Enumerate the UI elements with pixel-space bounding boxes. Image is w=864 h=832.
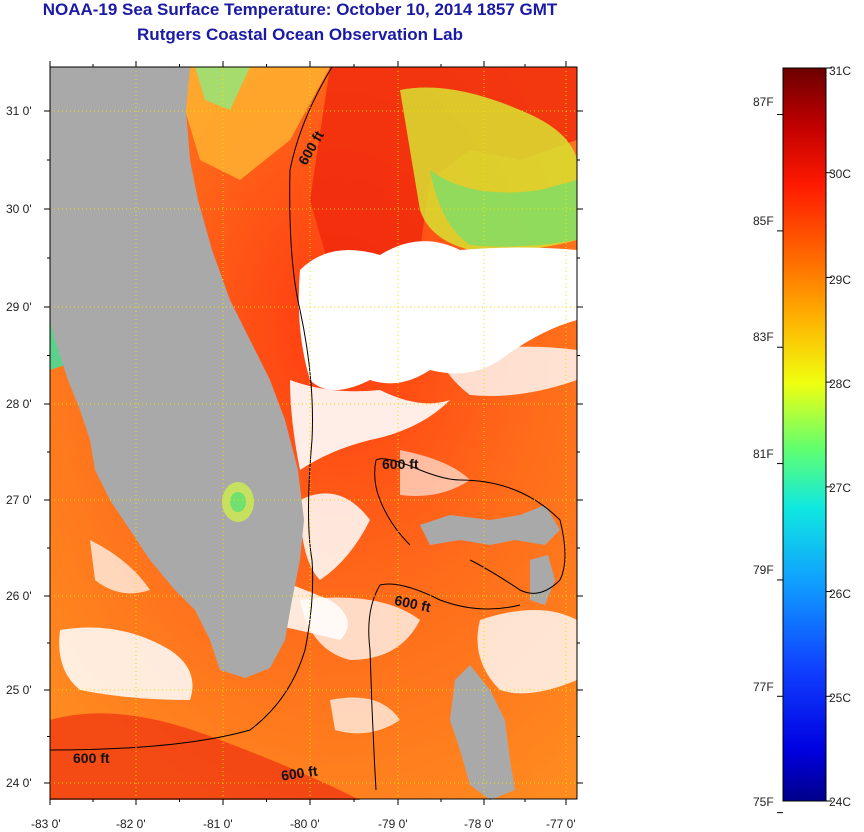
fahrenheit-label: 81F (753, 447, 774, 461)
contour-label: 600 ft (73, 750, 110, 766)
fahrenheit-label: 83F (753, 330, 774, 344)
celsius-label: 31C (829, 64, 851, 78)
isobath-contours (49, 66, 566, 791)
cool-water-patch-green (430, 170, 577, 247)
colorbar: 31C 30C 29C 28C 27C 26C 25C 24C 87F 85F … (753, 64, 851, 814)
lon-tick-label: -83 0' (31, 817, 61, 831)
lake-okeechobee-core (230, 492, 246, 512)
celsius-label: 26C (829, 587, 851, 601)
contour-label: 600 ft (393, 592, 432, 615)
lon-tick-label: -77 0' (546, 817, 576, 831)
fahrenheit-label: 75F (753, 795, 774, 809)
map-subtitle: Rutgers Coastal Ocean Observation Lab (137, 25, 463, 44)
andros-island (450, 665, 515, 800)
celsius-label: 29C (829, 273, 851, 287)
colorbar-ticks (777, 67, 832, 814)
lat-tick-label: 24 0' (6, 776, 32, 790)
lat-tick-label: 27 0' (6, 493, 32, 507)
contour-label: 600 ft (382, 456, 419, 472)
fahrenheit-label: 87F (753, 95, 774, 109)
celsius-label: 30C (829, 167, 851, 181)
nearshore-cool (195, 67, 250, 110)
latitude-labels: 31 0' 30 0' 29 0' 28 0' 27 0' 26 0' 25 0… (6, 104, 32, 790)
fahrenheit-label: 79F (753, 563, 774, 577)
lat-tick-label: 26 0' (6, 589, 32, 603)
lat-tick-label: 25 0' (6, 683, 32, 697)
map-area (49, 66, 577, 800)
map-title: NOAA-19 Sea Surface Temperature: October… (42, 0, 558, 19)
grand-bahama-island (420, 505, 560, 545)
celsius-label: 25C (829, 691, 851, 705)
fahrenheit-label: 77F (753, 680, 774, 694)
lat-tick-label: 28 0' (6, 397, 32, 411)
lon-tick-label: -82 0' (116, 817, 146, 831)
colorbar-gradient (782, 67, 827, 802)
lat-tick-label: 30 0' (6, 202, 32, 216)
contour-label: 600 ft (280, 763, 319, 784)
lat-tick-label: 29 0' (6, 300, 32, 314)
celsius-label: 28C (829, 377, 851, 391)
axis-ticks (44, 61, 583, 805)
lon-tick-label: -80 0' (290, 817, 320, 831)
map-frame (49, 66, 578, 800)
abaco-island (530, 555, 555, 605)
lon-tick-label: -78 0' (464, 817, 494, 831)
southwest-warm (50, 713, 360, 800)
lat-tick-label: 31 0' (6, 104, 32, 118)
longitude-labels: -83 0' -82 0' -81 0' -80 0' -79 0' -78 0… (31, 817, 576, 831)
celsius-label: 24C (829, 795, 851, 809)
celsius-label: 27C (829, 481, 851, 495)
fahrenheit-label: 85F (753, 214, 774, 228)
lon-tick-label: -79 0' (378, 817, 408, 831)
lon-tick-label: -81 0' (203, 817, 233, 831)
florida-peninsula (50, 67, 304, 678)
